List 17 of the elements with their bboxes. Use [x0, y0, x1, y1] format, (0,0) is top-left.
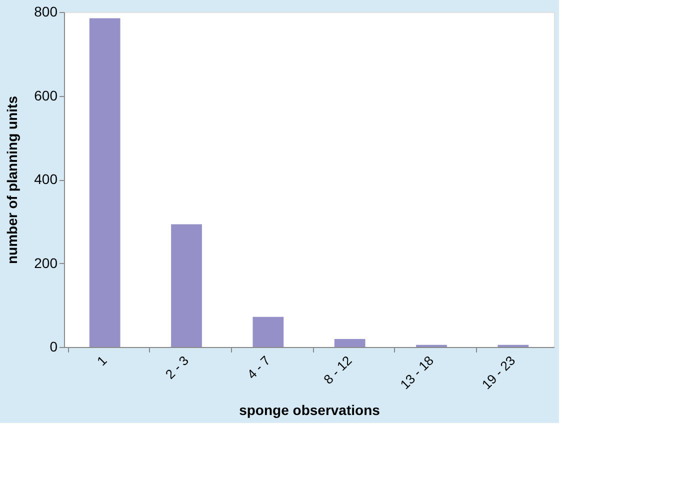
bar [252, 316, 284, 347]
x-tick-label: 19 - 23 [478, 352, 518, 392]
bar [171, 224, 202, 347]
bar [89, 18, 120, 347]
bar [334, 339, 366, 347]
y-tick-label: 200 [34, 254, 58, 271]
x-tick-label: 13 - 18 [397, 352, 436, 392]
x-tick-label: 8 - 12 [320, 352, 355, 387]
y-axis-title: number of planning units [4, 96, 20, 264]
y-tick-label: 400 [34, 171, 58, 187]
y-tick-label: 800 [34, 4, 58, 20]
x-axis-title: sponge observations [239, 402, 380, 418]
y-tick-label: 0 [50, 338, 58, 354]
x-tick-label: 1 [94, 352, 110, 369]
x-tick-label: 2 - 3 [162, 352, 192, 382]
y-tick-label: 600 [34, 87, 58, 104]
x-tick-label: 4 - 7 [244, 352, 274, 382]
